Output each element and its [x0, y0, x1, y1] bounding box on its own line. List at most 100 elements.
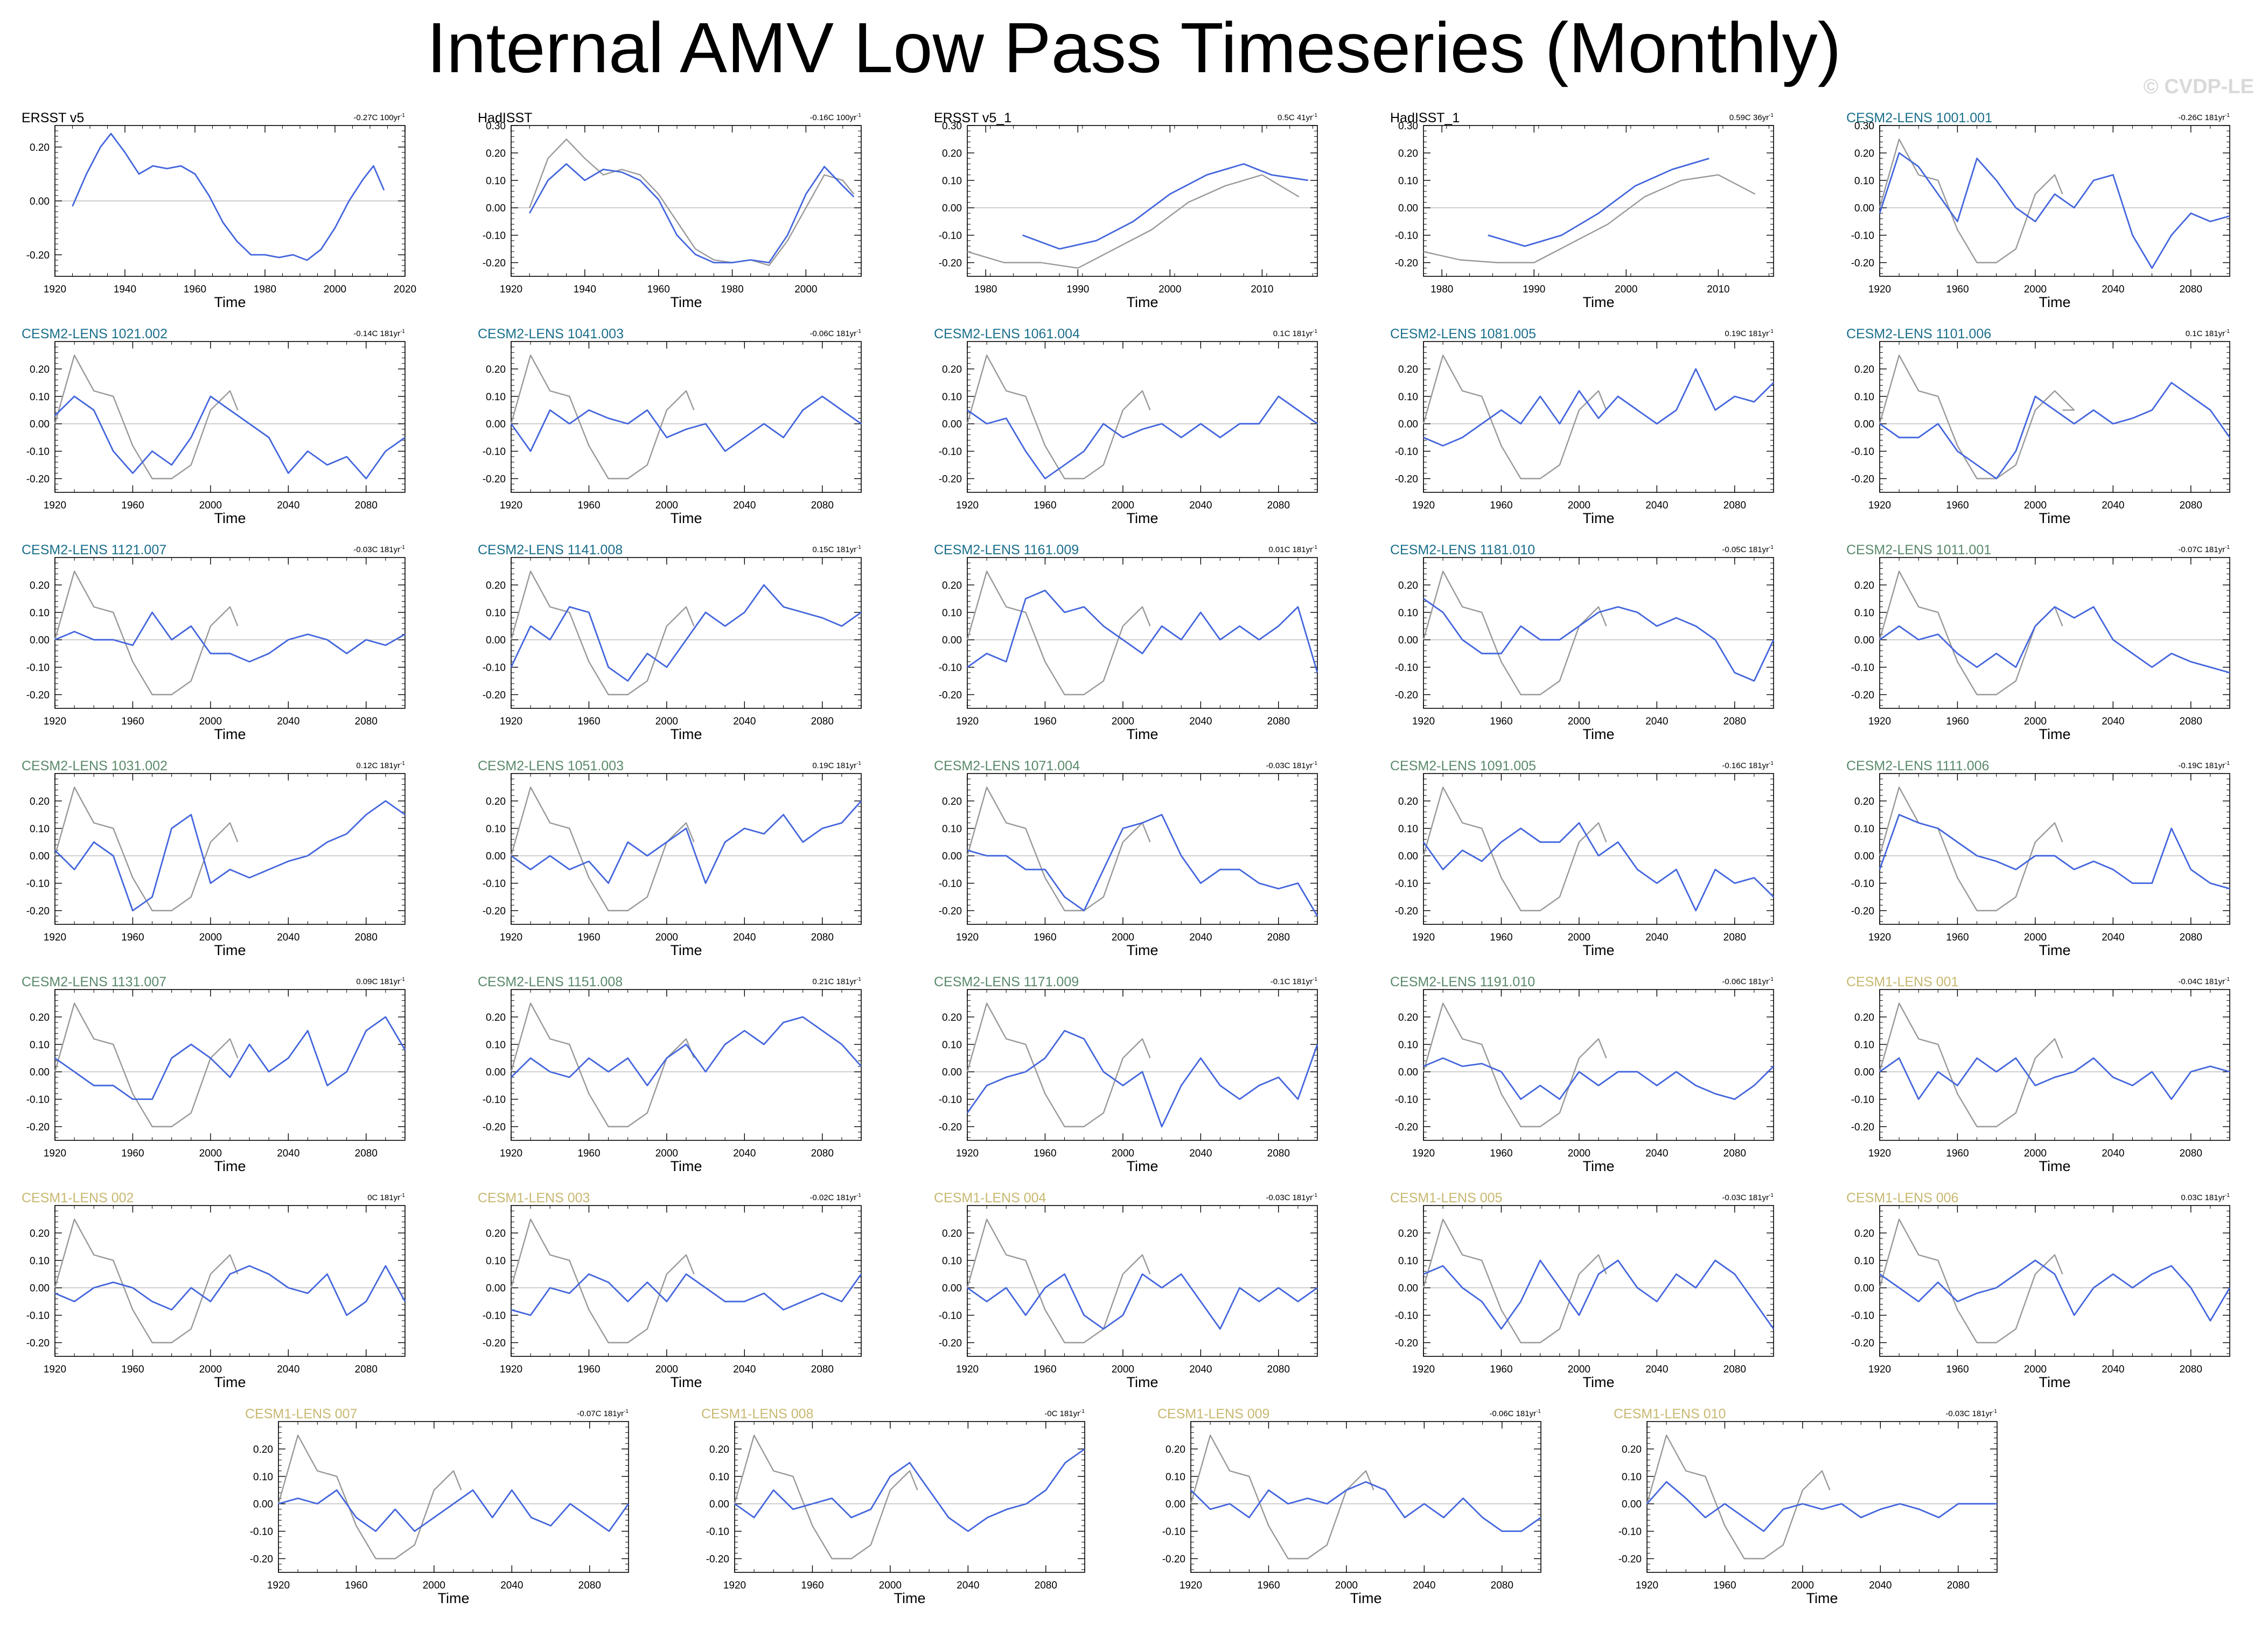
x-tick-label: 1920 [1412, 1148, 1435, 1159]
x-tick-label: 2000 [1112, 1364, 1134, 1375]
plot-frame [511, 341, 862, 493]
chart-panel: CESM2-LENS 1081.005 0.19C 181yr-1 -0.20 -0.… [1390, 326, 1799, 526]
y-tick-label: -0.10 [1618, 1527, 1642, 1538]
plot-area: -0.20 -0.10 0.00 0.10 0.20 1920 1960 2000 2040 20… [1162, 1421, 1541, 1591]
x-tick-label: 2040 [733, 932, 756, 943]
trend-unit-exponent: -1 [624, 1409, 629, 1415]
observed-series-line [966, 1218, 1151, 1343]
trend-unit-exponent: -1 [400, 329, 405, 335]
x-tick-label: 2040 [1189, 500, 1212, 511]
chart-panel: CESM2-LENS 1051.003 0.19C 181yr-1 -0.20 -0.… [478, 758, 887, 958]
plot-frame [1423, 125, 1774, 277]
panel-title: CESM2-LENS 1021.002 [22, 326, 168, 342]
simulated-series-line [54, 1265, 406, 1316]
simulated-series-line [528, 163, 855, 263]
trend-unit-exponent: -1 [400, 1193, 405, 1199]
trend-value: 0.1C 181yr [1273, 329, 1313, 338]
y-tick-label: -0.10 [26, 447, 50, 458]
trend-label: -0.14C 181yr-1 [353, 329, 405, 338]
y-tick-label: 0.30 [1398, 121, 1418, 132]
x-axis-label: Time [670, 1158, 702, 1174]
observed-series-line [510, 1218, 695, 1343]
simulated-series-line [511, 1016, 862, 1086]
x-tick-label: 1920 [1868, 1364, 1891, 1375]
plot-frame [54, 989, 406, 1141]
y-tick-label: -0.20 [483, 1122, 506, 1133]
y-tick-label: -0.10 [26, 1311, 50, 1322]
x-tick-label: 2040 [1413, 1580, 1435, 1591]
x-axis-label: Time [214, 1158, 246, 1174]
x-tick-label: 2000 [199, 1148, 222, 1159]
observed-series-line [1879, 570, 2063, 695]
panel-title: CESM1-LENS 002 [22, 1190, 134, 1206]
trend-unit-exponent: -1 [856, 329, 861, 335]
y-tick-label: 0.10 [30, 1256, 50, 1267]
x-tick-label: 2000 [324, 284, 346, 295]
x-tick-label: 2000 [1159, 284, 1181, 295]
trend-value: -0.16C 100yr [809, 113, 857, 122]
trend-unit-exponent: -1 [1769, 329, 1774, 335]
y-tick-label: 0.00 [253, 1499, 273, 1510]
y-tick-label: 0.20 [1398, 148, 1418, 159]
x-tick-label: 1940 [574, 284, 596, 295]
simulated-series-line [1879, 152, 2230, 269]
trend-value: -0.16C 181yr [1722, 761, 1769, 770]
trend-unit-exponent: -1 [1313, 761, 1317, 767]
x-tick-label: 2080 [1947, 1580, 1970, 1591]
plot-frame [511, 1205, 862, 1357]
y-tick-label: 0.20 [942, 1228, 962, 1239]
y-tick-label: -0.10 [1395, 1311, 1418, 1322]
y-tick-label: 0.00 [1398, 1283, 1418, 1294]
trend-unit-exponent: -1 [400, 761, 405, 767]
trend-label: 0.12C 181yr-1 [356, 761, 405, 770]
y-tick-label: -0.10 [250, 1527, 273, 1538]
trend-value: 0.21C 181yr [812, 977, 857, 986]
plot-area: -0.20 -0.10 0.00 0.10 0.20 1920 1960 2000 2040 20… [939, 989, 1318, 1159]
panel-title: CESM2-LENS 1151.008 [478, 974, 623, 990]
y-tick-label: -0.20 [26, 906, 50, 917]
y-tick-label: 0.00 [942, 851, 962, 862]
plot-frame [511, 557, 862, 709]
plot-area: -0.20 -0.10 0.00 0.10 0.20 0.30 1920 1940 1960 19… [483, 121, 862, 295]
y-tick-label: 0.20 [1854, 364, 1874, 375]
x-axis-label: Time [670, 1374, 702, 1390]
x-tick-label: 1960 [1490, 500, 1512, 511]
y-tick-label: -0.10 [1395, 879, 1418, 890]
panel-title: CESM1-LENS 001 [1846, 974, 1959, 990]
x-tick-label: 2080 [578, 1580, 601, 1591]
observed-series-line [967, 174, 1300, 269]
plot-frame [54, 557, 406, 709]
trend-value: 0.19C 181yr [812, 761, 857, 770]
y-tick-label: -0.20 [1395, 1338, 1418, 1349]
plot-frame [1423, 773, 1774, 925]
simulated-series-line [966, 1030, 1318, 1127]
y-tick-label: 0.10 [942, 608, 962, 619]
plot-area: -0.20 -0.10 0.00 0.10 0.20 0.30 1980 1990 2000 20… [1395, 121, 1774, 295]
trend-label: -0.07C 181yr-1 [2178, 545, 2230, 554]
plot-area: -0.20 -0.10 0.00 0.10 0.20 1920 1960 2000 2040 20… [1395, 341, 1774, 511]
y-tick-label: 0.10 [486, 824, 506, 835]
x-tick-label: 2040 [2102, 284, 2124, 295]
y-tick-label: -0.10 [939, 1095, 962, 1106]
panel-title: CESM1-LENS 007 [245, 1406, 358, 1422]
y-tick-label: 0.10 [486, 176, 506, 187]
x-tick-label: 2000 [423, 1580, 445, 1591]
y-tick-label: 0.00 [709, 1499, 729, 1510]
y-tick-label: 0.20 [1398, 580, 1418, 591]
observed-series-line [1422, 570, 1607, 695]
x-tick-label: 2040 [277, 932, 299, 943]
x-tick-label: 2040 [733, 1364, 756, 1375]
trend-unit-exponent: -1 [400, 113, 405, 119]
y-tick-label: 0.00 [1398, 203, 1418, 214]
x-axis-label: Time [214, 942, 246, 958]
y-tick-label: -0.10 [1395, 231, 1418, 242]
plot-area: -0.20 -0.10 0.00 0.10 0.20 0.30 1920 1960 2000 20… [1851, 121, 2230, 295]
trend-unit-exponent: -1 [1992, 1409, 1997, 1415]
x-tick-label: 1960 [1946, 1364, 1969, 1375]
simulated-series-line [54, 800, 406, 911]
x-tick-label: 1960 [121, 1364, 144, 1375]
x-tick-label: 2000 [794, 284, 817, 295]
x-tick-label: 1920 [1412, 932, 1435, 943]
trend-value: -0.07C 181yr [577, 1409, 624, 1418]
y-tick-label: 0.20 [709, 1444, 729, 1455]
